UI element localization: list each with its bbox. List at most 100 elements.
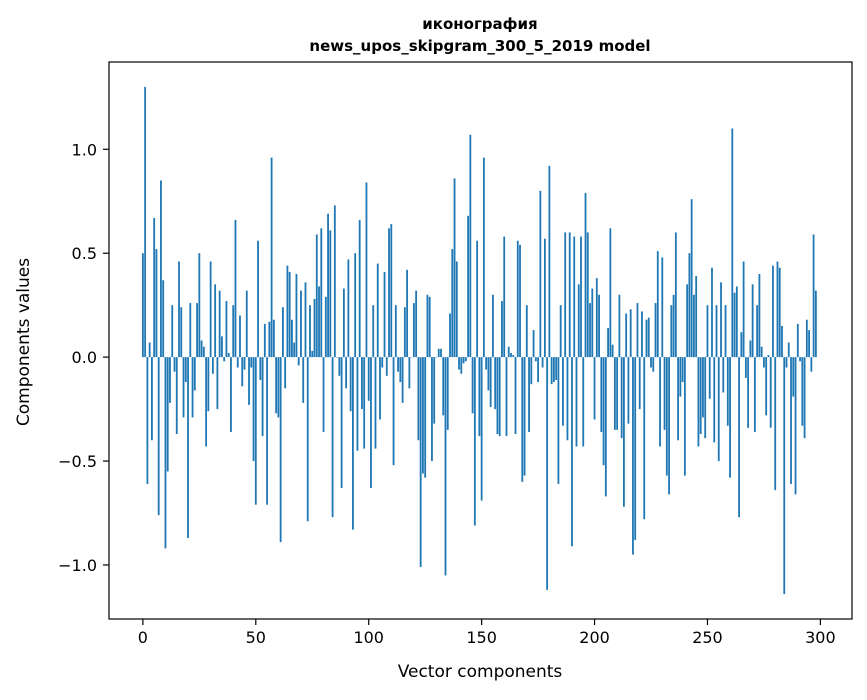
- bar: [246, 291, 248, 358]
- bar: [695, 276, 697, 357]
- bar: [257, 241, 259, 357]
- bar: [375, 357, 377, 448]
- bar: [542, 357, 544, 367]
- bar: [725, 305, 727, 357]
- bar: [736, 286, 738, 357]
- bar: [390, 224, 392, 357]
- bar: [688, 253, 690, 357]
- bar: [395, 305, 397, 357]
- bar: [307, 357, 309, 521]
- bar: [185, 357, 187, 382]
- bar: [582, 357, 584, 446]
- bar: [162, 280, 164, 357]
- bar: [176, 357, 178, 434]
- bar: [230, 357, 232, 432]
- bar: [151, 357, 153, 440]
- bar: [591, 289, 593, 358]
- bar: [691, 199, 693, 357]
- bar: [183, 357, 185, 417]
- bar: [643, 357, 645, 519]
- bar: [417, 357, 419, 440]
- bar: [239, 316, 241, 358]
- bar: [160, 180, 162, 357]
- bar: [759, 274, 761, 357]
- bar: [632, 357, 634, 554]
- bar: [517, 241, 519, 357]
- bar: [232, 305, 234, 357]
- bar: [153, 218, 155, 357]
- bar: [521, 357, 523, 482]
- y-tick-label: −1.0: [58, 556, 97, 575]
- bar: [720, 282, 722, 357]
- bar: [777, 262, 779, 358]
- bar: [731, 129, 733, 358]
- bar: [795, 357, 797, 494]
- bar: [171, 305, 173, 357]
- bar: [524, 357, 526, 475]
- bar: [268, 322, 270, 357]
- bar: [474, 357, 476, 525]
- bar: [359, 220, 361, 357]
- bar: [763, 357, 765, 367]
- x-tick-label: 50: [246, 628, 266, 647]
- bar: [673, 295, 675, 357]
- bar: [156, 249, 158, 357]
- bar: [666, 357, 668, 475]
- bar: [343, 289, 345, 358]
- bar: [603, 357, 605, 465]
- bar: [158, 357, 160, 515]
- bar: [332, 357, 334, 517]
- bar: [510, 353, 512, 357]
- bar: [402, 357, 404, 403]
- bar: [262, 357, 264, 436]
- bar: [713, 357, 715, 442]
- bar: [813, 235, 815, 358]
- bar: [334, 205, 336, 357]
- bar: [287, 266, 289, 357]
- bar: [463, 357, 465, 363]
- bar: [740, 332, 742, 357]
- bar: [679, 357, 681, 396]
- bar: [707, 305, 709, 357]
- bar: [637, 303, 639, 357]
- bar: [772, 266, 774, 357]
- bar: [576, 357, 578, 446]
- bar: [413, 303, 415, 357]
- bar: [384, 272, 386, 357]
- y-tick-label: 0.5: [72, 244, 97, 263]
- bar: [729, 357, 731, 478]
- bar: [318, 286, 320, 357]
- bar: [314, 299, 316, 357]
- bar: [607, 328, 609, 357]
- bar: [655, 303, 657, 357]
- bar: [704, 357, 706, 438]
- bar: [618, 295, 620, 357]
- bar: [144, 87, 146, 357]
- bar: [271, 158, 273, 358]
- bar: [533, 330, 535, 357]
- bar: [449, 313, 451, 357]
- bar: [323, 357, 325, 432]
- bar: [677, 357, 679, 440]
- bar: [325, 297, 327, 357]
- bar: [594, 357, 596, 419]
- chart-title-line-1: иконография: [422, 15, 537, 33]
- bar: [192, 357, 194, 417]
- bar: [363, 357, 365, 448]
- bar: [546, 357, 548, 590]
- bar: [519, 245, 521, 357]
- bar: [221, 336, 223, 357]
- bar: [648, 318, 650, 357]
- bar: [682, 357, 684, 382]
- x-tick-label: 0: [138, 628, 148, 647]
- bar: [718, 357, 720, 461]
- bar: [352, 357, 354, 530]
- bar: [528, 357, 530, 432]
- bar: [259, 357, 261, 380]
- bar: [501, 301, 503, 357]
- bar: [180, 307, 182, 357]
- bar: [646, 320, 648, 357]
- bar: [237, 357, 239, 367]
- bar: [329, 230, 331, 357]
- bar: [235, 220, 237, 357]
